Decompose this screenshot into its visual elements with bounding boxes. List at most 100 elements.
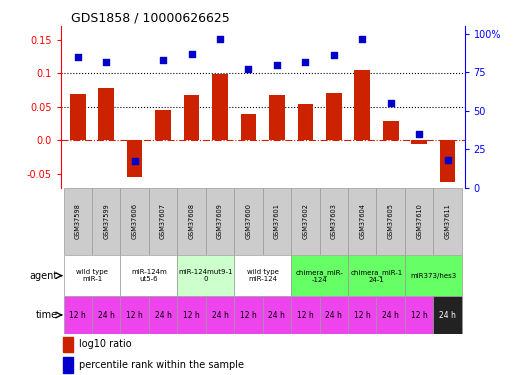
Bar — [120, 188, 149, 255]
Point — [386, 100, 395, 106]
Bar — [120, 296, 149, 334]
Bar — [291, 188, 319, 255]
Text: wild type
miR-124: wild type miR-124 — [247, 269, 279, 282]
Bar — [177, 188, 206, 255]
Bar — [206, 296, 234, 334]
Text: GSM37603: GSM37603 — [331, 203, 337, 239]
Text: miR-124mut9-1
0: miR-124mut9-1 0 — [178, 269, 233, 282]
Bar — [63, 296, 92, 334]
Bar — [127, 141, 143, 177]
Bar — [63, 255, 120, 296]
Bar — [411, 141, 427, 144]
Text: 24 h: 24 h — [98, 310, 115, 320]
Bar — [291, 255, 348, 296]
Bar — [440, 141, 455, 182]
Bar — [319, 296, 348, 334]
Bar — [297, 104, 313, 141]
Text: GSM37598: GSM37598 — [75, 203, 81, 239]
Point — [216, 36, 224, 42]
Bar — [319, 188, 348, 255]
Text: GSM37605: GSM37605 — [388, 203, 394, 239]
Text: 24 h: 24 h — [268, 310, 285, 320]
Bar — [149, 188, 177, 255]
Text: GSM37599: GSM37599 — [103, 203, 109, 239]
Text: 24 h: 24 h — [382, 310, 399, 320]
Text: 24 h: 24 h — [155, 310, 172, 320]
Bar — [155, 110, 171, 141]
Text: chimera_miR-1
24-1: chimera_miR-1 24-1 — [351, 269, 402, 282]
Bar — [262, 188, 291, 255]
Point — [301, 58, 309, 64]
Text: 12 h: 12 h — [69, 310, 86, 320]
Text: percentile rank within the sample: percentile rank within the sample — [79, 360, 244, 370]
Text: wild type
miR-1: wild type miR-1 — [76, 269, 108, 282]
Bar — [262, 296, 291, 334]
Bar — [234, 188, 263, 255]
Text: 12 h: 12 h — [354, 310, 371, 320]
Point — [272, 62, 281, 68]
Bar — [149, 296, 177, 334]
Text: GSM37600: GSM37600 — [246, 203, 251, 239]
Text: GSM37601: GSM37601 — [274, 203, 280, 239]
Bar — [376, 296, 405, 334]
Bar — [348, 188, 376, 255]
Point — [187, 51, 196, 57]
Bar — [92, 296, 120, 334]
Point — [244, 66, 253, 72]
Point — [159, 57, 167, 63]
Text: time: time — [36, 310, 58, 320]
Bar — [212, 74, 228, 141]
Bar — [354, 70, 370, 141]
Text: log10 ratio: log10 ratio — [79, 339, 131, 350]
Text: 12 h: 12 h — [183, 310, 200, 320]
Text: 12 h: 12 h — [411, 310, 428, 320]
Bar — [206, 188, 234, 255]
Bar — [234, 296, 263, 334]
Point — [102, 58, 110, 64]
Text: agent: agent — [30, 271, 58, 280]
Bar — [70, 94, 86, 141]
Bar — [184, 96, 200, 141]
Bar — [120, 255, 177, 296]
Text: GSM37608: GSM37608 — [188, 203, 194, 239]
Point — [358, 36, 366, 42]
Bar — [177, 255, 234, 296]
Point — [444, 157, 452, 163]
Text: 24 h: 24 h — [439, 310, 456, 320]
Bar — [98, 88, 114, 141]
Text: GSM37611: GSM37611 — [445, 203, 450, 239]
Text: GSM37609: GSM37609 — [217, 203, 223, 239]
Text: miR-124m
ut5-6: miR-124m ut5-6 — [131, 269, 167, 282]
Point — [130, 158, 139, 164]
Text: 12 h: 12 h — [297, 310, 314, 320]
Text: 24 h: 24 h — [325, 310, 342, 320]
Bar — [269, 95, 285, 141]
Bar — [348, 296, 376, 334]
Text: GDS1858 / 10000626625: GDS1858 / 10000626625 — [71, 11, 230, 24]
Bar — [326, 93, 342, 141]
Bar — [405, 296, 433, 334]
Bar — [383, 121, 399, 141]
Bar — [63, 357, 73, 373]
Bar — [177, 296, 206, 334]
Text: GSM37606: GSM37606 — [131, 203, 138, 239]
Bar — [234, 255, 291, 296]
Bar — [405, 255, 462, 296]
Text: 12 h: 12 h — [126, 310, 143, 320]
Bar — [348, 255, 405, 296]
Text: 24 h: 24 h — [212, 310, 229, 320]
Text: GSM37602: GSM37602 — [303, 203, 308, 239]
Text: GSM37610: GSM37610 — [416, 203, 422, 239]
Text: GSM37607: GSM37607 — [160, 203, 166, 239]
Bar — [433, 188, 462, 255]
Text: miR373/hes3: miR373/hes3 — [410, 273, 457, 279]
Text: GSM37604: GSM37604 — [359, 203, 365, 239]
Text: chimera_miR-
-124: chimera_miR- -124 — [296, 269, 343, 282]
Bar — [92, 188, 120, 255]
Text: 12 h: 12 h — [240, 310, 257, 320]
Point — [73, 54, 82, 60]
Bar — [433, 296, 462, 334]
Bar — [241, 114, 256, 141]
Bar — [63, 188, 92, 255]
Bar — [405, 188, 433, 255]
